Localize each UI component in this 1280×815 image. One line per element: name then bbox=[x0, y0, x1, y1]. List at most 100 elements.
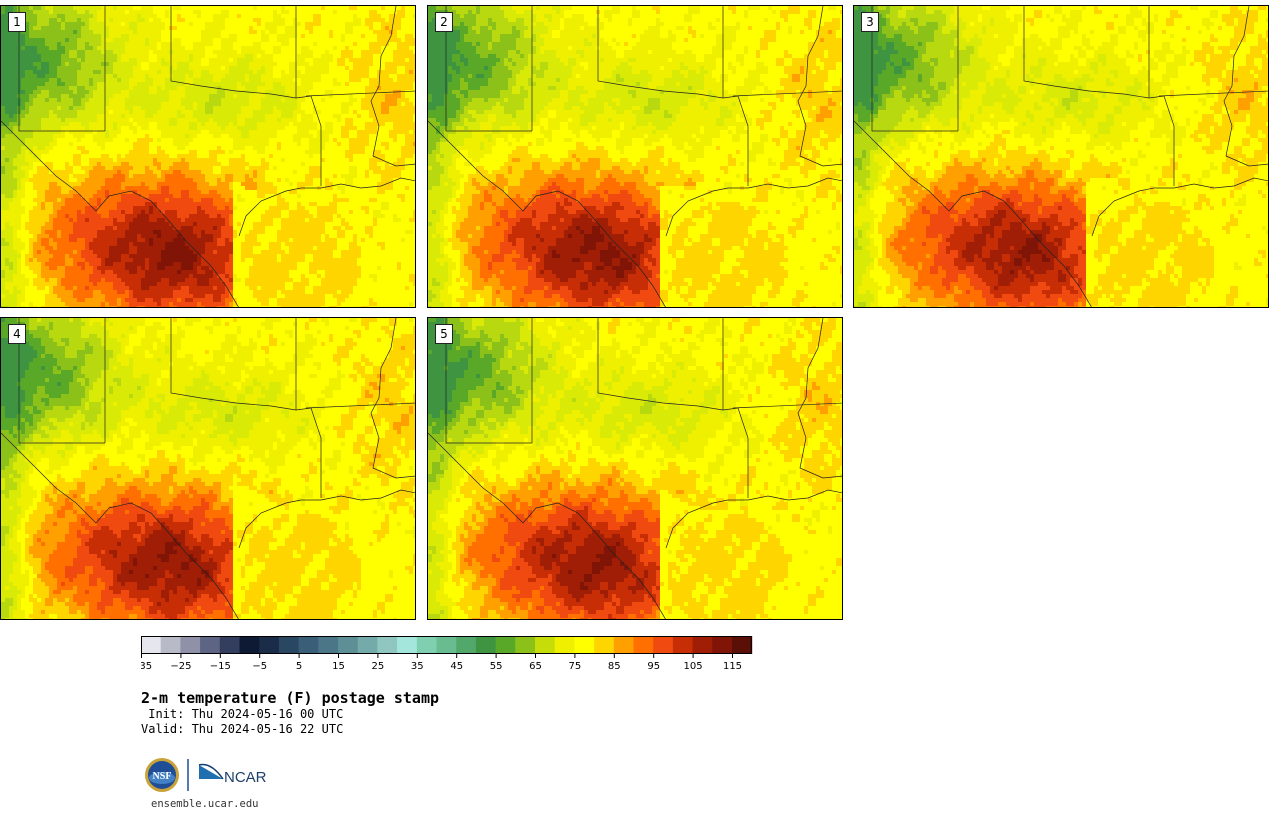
ncar-logo-text: NCAR bbox=[224, 769, 267, 786]
colorbar-swatch bbox=[475, 636, 497, 654]
state-border bbox=[170, 6, 297, 99]
state-border bbox=[238, 187, 321, 237]
colorbar-swatch bbox=[278, 636, 300, 654]
state-border bbox=[597, 318, 724, 411]
colorbar-swatch bbox=[318, 636, 339, 654]
colorbar-swatch bbox=[180, 636, 201, 654]
state-border bbox=[1158, 90, 1268, 97]
member-map-3: 3 bbox=[853, 5, 1269, 308]
state-border bbox=[871, 6, 958, 132]
colorbar-swatch bbox=[692, 636, 713, 654]
colorbar-swatch bbox=[732, 636, 753, 654]
colorbar-swatch bbox=[200, 636, 221, 654]
valid-time: Valid: Thu 2024-05-16 22 UTC bbox=[141, 722, 343, 736]
colorbar-tick-label: 55 bbox=[490, 661, 503, 672]
colorbar-swatch bbox=[594, 636, 615, 654]
nsf-logo: NSF bbox=[145, 758, 179, 792]
state-border bbox=[597, 6, 724, 99]
colorbar-swatch bbox=[515, 636, 536, 654]
state-border bbox=[305, 90, 415, 97]
member-map-1: 1 bbox=[0, 5, 416, 308]
colorbar-tick-label: 65 bbox=[529, 661, 542, 672]
colorbar-swatch bbox=[377, 636, 398, 654]
colorbar-tick-label: 5 bbox=[296, 661, 302, 672]
temperature-map bbox=[428, 318, 842, 619]
temperature-map bbox=[1, 6, 415, 307]
colorbar-tick-label: 85 bbox=[608, 661, 621, 672]
state-border bbox=[370, 318, 415, 479]
member-label: 2 bbox=[435, 12, 453, 32]
temperature-map bbox=[1, 318, 415, 619]
state-border bbox=[295, 407, 322, 498]
colorbar-swatch bbox=[653, 636, 674, 654]
logos: NSF NCAR bbox=[145, 758, 267, 792]
colorbar-tick-label: −25 bbox=[170, 661, 191, 672]
temperature-map bbox=[854, 6, 1268, 307]
state-border bbox=[1148, 95, 1175, 186]
colorbar-swatch bbox=[298, 636, 319, 654]
member-label: 3 bbox=[861, 12, 879, 32]
figure-title: 2-m temperature (F) postage stamp bbox=[141, 689, 439, 707]
colorbar-swatch bbox=[613, 636, 634, 654]
state-border bbox=[797, 318, 842, 479]
state-border bbox=[1091, 187, 1174, 237]
ncar-logo: NCAR bbox=[198, 763, 267, 786]
state-border bbox=[747, 489, 842, 501]
temperature-colorbar: −35 −25 −15 −5 5 15 25 35 45 55 65 75 85 95 105 115 bbox=[141, 636, 753, 672]
state-border bbox=[722, 95, 749, 186]
state-border bbox=[732, 402, 842, 409]
colorbar-swatch bbox=[495, 636, 516, 654]
colorbar-swatch bbox=[436, 636, 457, 654]
colorbar-tick-label: −15 bbox=[210, 661, 231, 672]
temperature-map bbox=[428, 6, 842, 307]
init-time: Init: Thu 2024-05-16 00 UTC bbox=[141, 707, 343, 721]
colorbar-tick-label: 95 bbox=[647, 661, 660, 672]
state-border bbox=[665, 187, 748, 237]
state-border bbox=[170, 318, 297, 411]
footer-url: ensemble.ucar.edu bbox=[151, 798, 258, 810]
state-border bbox=[18, 318, 105, 444]
state-border bbox=[428, 120, 666, 307]
state-border bbox=[305, 402, 415, 409]
state-border bbox=[445, 6, 532, 132]
colorbar-tick-label: 25 bbox=[372, 661, 385, 672]
colorbar-swatch bbox=[712, 636, 733, 654]
state-border bbox=[445, 318, 532, 444]
member-map-5: 5 bbox=[427, 317, 843, 620]
colorbar-swatch bbox=[456, 636, 477, 654]
member-label: 1 bbox=[8, 12, 26, 32]
state-border bbox=[1023, 6, 1150, 99]
state-border bbox=[428, 432, 666, 619]
colorbar-tick-label: 15 bbox=[332, 661, 345, 672]
colorbar-swatch bbox=[554, 636, 575, 654]
state-border bbox=[854, 120, 1092, 307]
colorbar-swatch bbox=[338, 636, 359, 654]
colorbar-tick-label: 105 bbox=[684, 661, 703, 672]
colorbar-swatch bbox=[397, 636, 418, 654]
colorbar-swatch bbox=[239, 636, 260, 654]
colorbar-swatch bbox=[574, 636, 595, 654]
colorbar-tick-label: −5 bbox=[252, 661, 267, 672]
state-border bbox=[732, 90, 842, 97]
colorbar-tick-label: 35 bbox=[411, 661, 424, 672]
state-border bbox=[1, 432, 239, 619]
state-border bbox=[747, 177, 842, 189]
colorbar-swatch bbox=[535, 636, 556, 654]
member-map-4: 4 bbox=[0, 317, 416, 620]
state-border bbox=[1223, 6, 1268, 167]
nsf-logo-text: NSF bbox=[153, 771, 172, 782]
state-border bbox=[370, 6, 415, 167]
colorbar-tick-label: −35 bbox=[141, 661, 152, 672]
state-border bbox=[238, 499, 321, 549]
member-label: 5 bbox=[435, 324, 453, 344]
state-border bbox=[18, 6, 105, 132]
state-border bbox=[295, 95, 322, 186]
colorbar-swatch bbox=[633, 636, 654, 654]
state-border bbox=[320, 177, 415, 189]
state-border bbox=[1, 120, 239, 307]
colorbar-tick-label: 115 bbox=[723, 661, 742, 672]
colorbar-swatch bbox=[259, 636, 280, 654]
colorbar-swatch bbox=[357, 636, 378, 654]
state-border bbox=[665, 499, 748, 549]
colorbar-swatch bbox=[416, 636, 437, 654]
